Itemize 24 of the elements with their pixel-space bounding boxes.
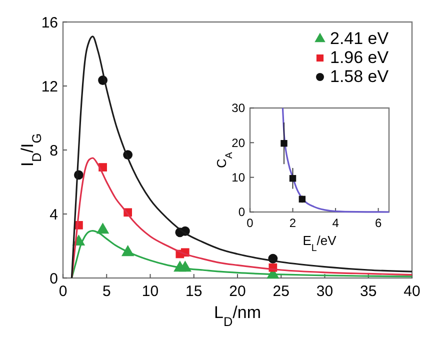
x-tick-label: 15 bbox=[186, 283, 202, 300]
x-axis-title: L$_{D}$/nm bbox=[214, 303, 262, 328]
x-tick-label: 10 bbox=[142, 283, 159, 300]
x-tick-label: 2 bbox=[289, 216, 296, 230]
x-tick-label: 35 bbox=[360, 283, 377, 300]
x-tick-label: 4 bbox=[332, 216, 340, 230]
y-tick-label: 20 bbox=[232, 136, 246, 150]
y-tick-label: 0 bbox=[50, 270, 58, 288]
y-tick-label: 8 bbox=[50, 142, 58, 160]
y-tick-label: 16 bbox=[41, 14, 58, 32]
y-tick-label: 0 bbox=[238, 205, 246, 220]
x-tick-label: 6 bbox=[374, 216, 382, 230]
legend-label: 1.58 eV bbox=[330, 67, 390, 86]
x-tick-label: 25 bbox=[272, 283, 290, 300]
x-tick-label: 40 bbox=[404, 283, 420, 300]
y-tick-label: 12 bbox=[41, 78, 58, 96]
x-tick-label: 30 bbox=[316, 283, 334, 300]
legend-label: 2.41 eV bbox=[330, 29, 390, 48]
y-tick-label: 10 bbox=[232, 170, 246, 185]
x-tick-label: 5 bbox=[102, 283, 111, 300]
x-tick-label: 0 bbox=[246, 216, 254, 230]
y-tick-label: 30 bbox=[232, 101, 246, 116]
x-axis-title: E$_{L}$/eV bbox=[302, 233, 337, 254]
legend-label: 1.96 eV bbox=[330, 48, 390, 67]
